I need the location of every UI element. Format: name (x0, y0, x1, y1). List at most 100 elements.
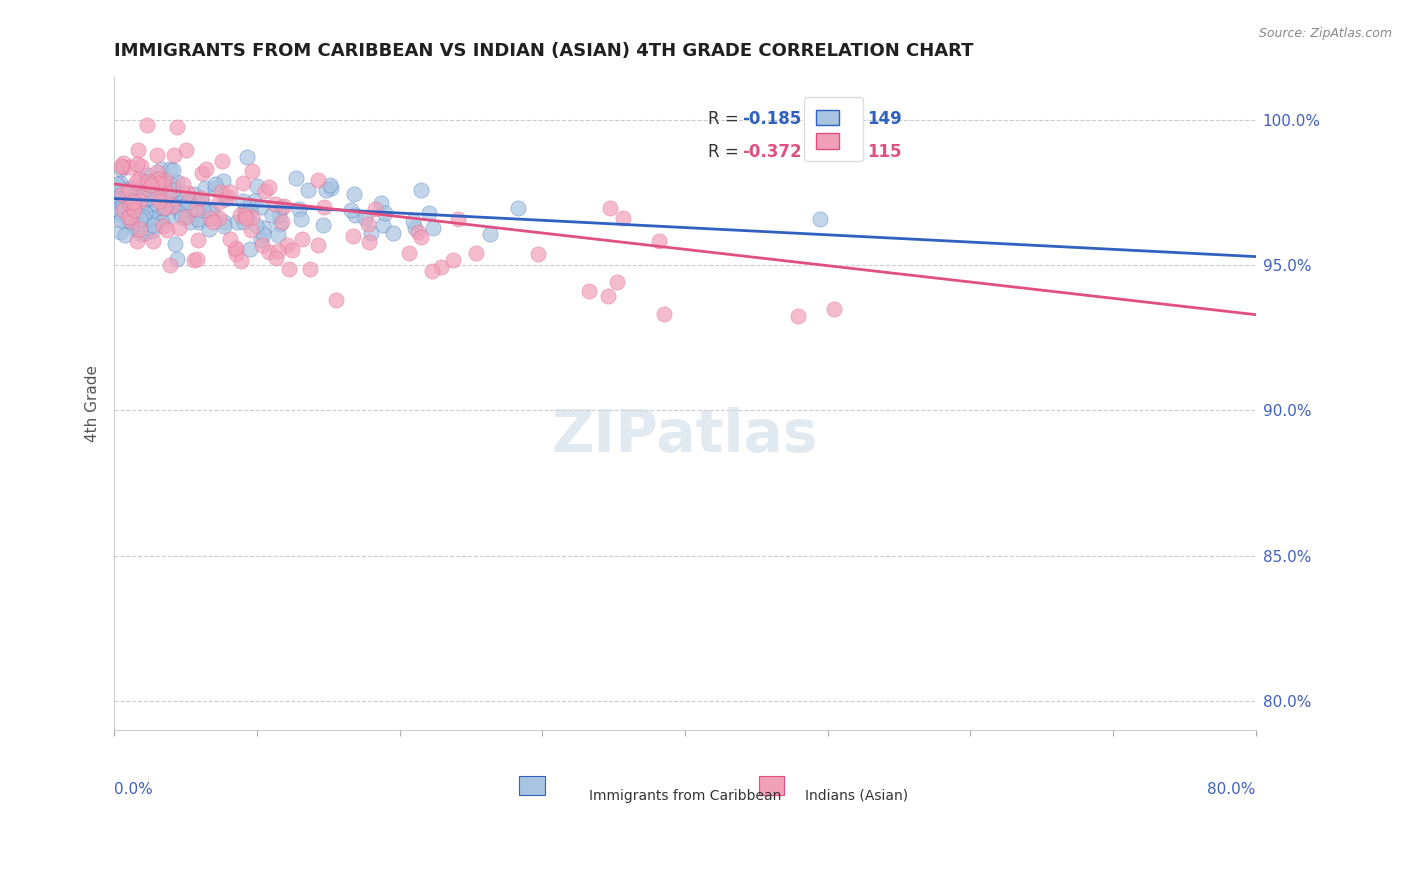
Point (110, 202, 132, 216)
Point (267, 227, 290, 242)
Point (173, 203, 195, 218)
Point (128, 211, 150, 226)
Point (232, 215, 254, 229)
Point (211, 153, 233, 168)
Point (146, 177, 169, 191)
Text: ZIPatlas: ZIPatlas (551, 408, 818, 465)
Point (298, 261, 321, 276)
Text: -0.372: -0.372 (742, 143, 801, 161)
Point (166, 120, 188, 134)
Text: Indians (Asian): Indians (Asian) (804, 789, 908, 803)
Point (166, 175, 188, 189)
Point (124, 221, 146, 235)
Point (245, 218, 267, 232)
Text: 149: 149 (868, 110, 903, 128)
Text: Source: ZipAtlas.com: Source: ZipAtlas.com (1258, 27, 1392, 40)
Point (162, 163, 184, 178)
Point (145, 180, 167, 194)
Point (319, 181, 342, 195)
Point (232, 194, 254, 208)
Point (110, 194, 132, 209)
Point (112, 199, 135, 213)
Point (479, 227, 502, 241)
Point (120, 214, 142, 228)
Point (135, 176, 157, 190)
Point (238, 198, 260, 212)
Point (153, 201, 176, 215)
Point (219, 232, 242, 246)
Text: -0.185: -0.185 (742, 110, 801, 128)
Point (120, 198, 142, 212)
Point (146, 171, 169, 186)
Text: 0.0%: 0.0% (114, 782, 153, 797)
Point (142, 218, 165, 232)
Point (118, 197, 141, 211)
Point (260, 209, 283, 223)
Point (120, 186, 142, 201)
Point (134, 206, 156, 220)
Point (179, 215, 201, 229)
Point (163, 236, 186, 251)
Point (145, 202, 167, 216)
Point (129, 227, 152, 242)
Point (115, 201, 138, 215)
Point (128, 171, 150, 186)
Point (165, 196, 187, 211)
Point (187, 194, 209, 209)
Point (107, 179, 129, 194)
Point (409, 230, 432, 244)
Point (356, 217, 378, 231)
Point (311, 218, 333, 232)
Point (212, 215, 235, 229)
Point (139, 211, 162, 225)
Point (174, 143, 197, 157)
Point (420, 264, 443, 278)
Point (269, 208, 291, 222)
Point (163, 199, 186, 213)
Point (114, 227, 136, 242)
Point (273, 199, 295, 213)
Point (194, 181, 217, 195)
Point (214, 219, 236, 234)
Point (174, 210, 197, 224)
Point (121, 195, 143, 210)
Point (291, 232, 314, 246)
Point (526, 246, 548, 260)
Point (235, 211, 257, 225)
Point (167, 221, 190, 235)
Point (149, 162, 172, 177)
Point (125, 175, 148, 189)
Point (281, 244, 304, 258)
Point (315, 182, 337, 196)
Point (252, 227, 274, 241)
Point (204, 178, 226, 192)
Point (138, 194, 160, 208)
Point (183, 187, 205, 202)
Point (121, 192, 143, 206)
Point (145, 188, 167, 202)
Point (122, 203, 145, 218)
Point (122, 212, 145, 227)
Point (135, 187, 157, 202)
Point (343, 187, 366, 202)
Point (422, 221, 444, 235)
Y-axis label: 4th Grade: 4th Grade (86, 365, 100, 442)
Point (105, 177, 128, 191)
Point (217, 190, 239, 204)
Point (134, 226, 156, 240)
Point (277, 262, 299, 277)
Point (166, 252, 188, 267)
Point (225, 247, 247, 261)
Point (160, 199, 183, 213)
Point (172, 210, 194, 224)
Point (270, 215, 292, 229)
Point (105, 202, 128, 217)
Point (132, 210, 155, 224)
Point (246, 178, 269, 193)
Point (122, 201, 145, 215)
Point (177, 186, 200, 200)
Point (254, 184, 277, 198)
Point (135, 185, 157, 199)
Point (229, 208, 252, 222)
Point (153, 173, 176, 187)
